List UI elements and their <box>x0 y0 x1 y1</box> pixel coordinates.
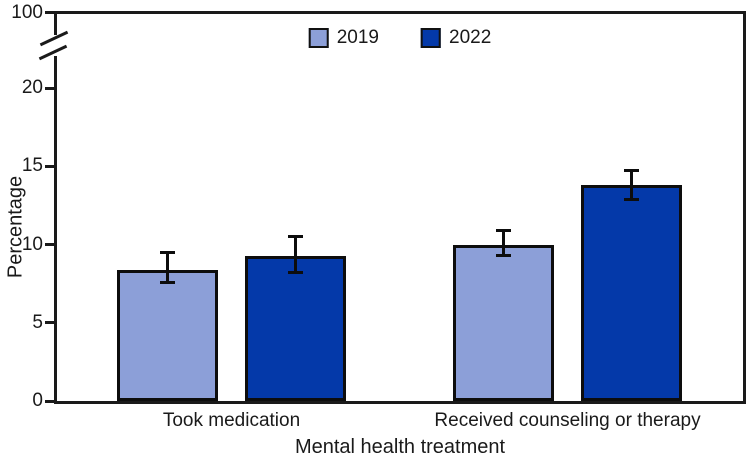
y-tick-label: 10 <box>21 233 43 255</box>
legend-item-2022: 2022 <box>421 27 491 49</box>
y-tick-label: 0 <box>32 390 43 411</box>
y-axis-tick <box>45 11 57 14</box>
error-bar-2022-category-1 <box>294 236 297 273</box>
y-axis-title: Percentage <box>4 175 27 279</box>
y-tick-label: 20 <box>21 77 43 98</box>
bar-2022-category-2 <box>581 185 682 401</box>
legend-swatch-2019 <box>308 28 329 48</box>
bar-2019-category-1 <box>117 269 218 401</box>
legend: 2019 2022 <box>308 27 491 49</box>
legend-label: 2019 <box>336 27 379 48</box>
y-tick-label: 15 <box>21 155 43 177</box>
y-axis-tick <box>45 243 57 246</box>
error-bar-cap <box>160 280 175 284</box>
error-bar-cap <box>288 235 303 239</box>
error-bar-cap <box>160 250 175 254</box>
x-category-label-2: Received counseling or therapy <box>434 410 701 431</box>
bar-2019-category-2 <box>453 244 554 401</box>
error-bar-cap <box>496 228 511 232</box>
y-axis-tick <box>45 321 57 325</box>
error-bar-2019-category-1 <box>166 252 169 282</box>
error-bar-2019-category-2 <box>502 230 505 256</box>
x-category-label-1: Took medication <box>162 410 301 431</box>
error-bar-cap <box>496 254 511 257</box>
error-bar-cap <box>288 271 303 275</box>
legend-swatch-2022 <box>421 28 441 48</box>
error-bar-cap <box>624 197 639 201</box>
error-bar-2022-category-2 <box>630 170 633 200</box>
y-tick-label: 100 <box>11 1 43 23</box>
legend-item-2019: 2019 <box>308 27 379 49</box>
y-axis-break-gap <box>51 35 60 56</box>
error-bar-cap <box>624 169 639 173</box>
plot-area: 2019 2022 <box>54 11 746 404</box>
legend-label: 2022 <box>449 27 492 48</box>
y-tick-label: 5 <box>32 311 43 333</box>
y-axis-tick <box>45 164 57 168</box>
x-axis-title: Mental health treatment <box>294 436 506 458</box>
y-axis-tick <box>45 86 57 90</box>
y-axis-tick <box>45 399 57 403</box>
bar-2022-category-1 <box>245 255 346 401</box>
